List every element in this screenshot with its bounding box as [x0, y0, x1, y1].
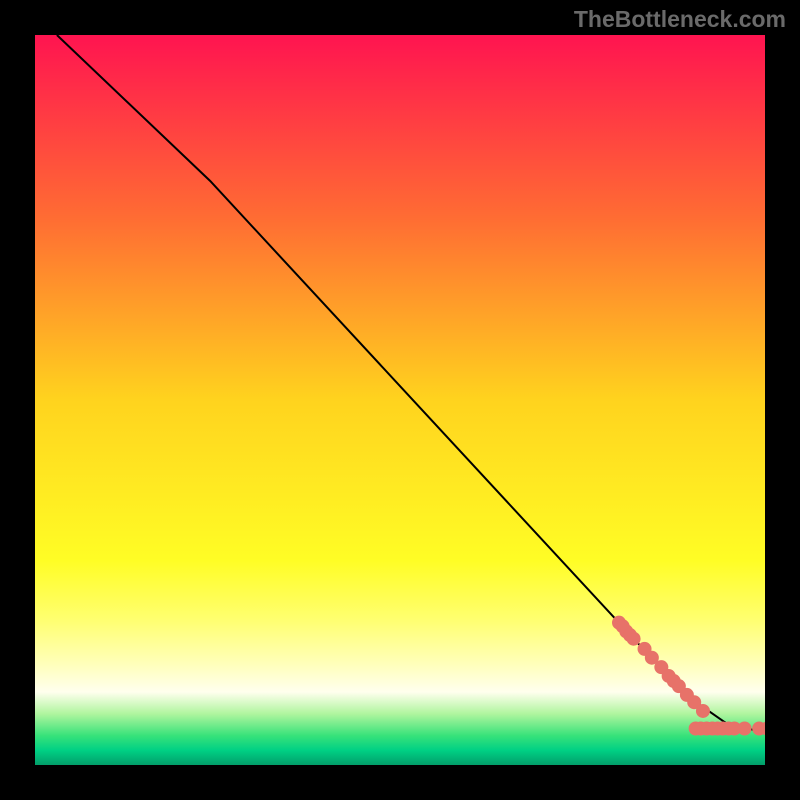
watermark-text: TheBottleneck.com [574, 6, 786, 33]
chart-container: TheBottleneck.com [0, 0, 800, 800]
data-marker [738, 722, 751, 735]
data-marker [627, 632, 640, 645]
plot-svg [35, 35, 765, 765]
data-marker [696, 704, 709, 717]
